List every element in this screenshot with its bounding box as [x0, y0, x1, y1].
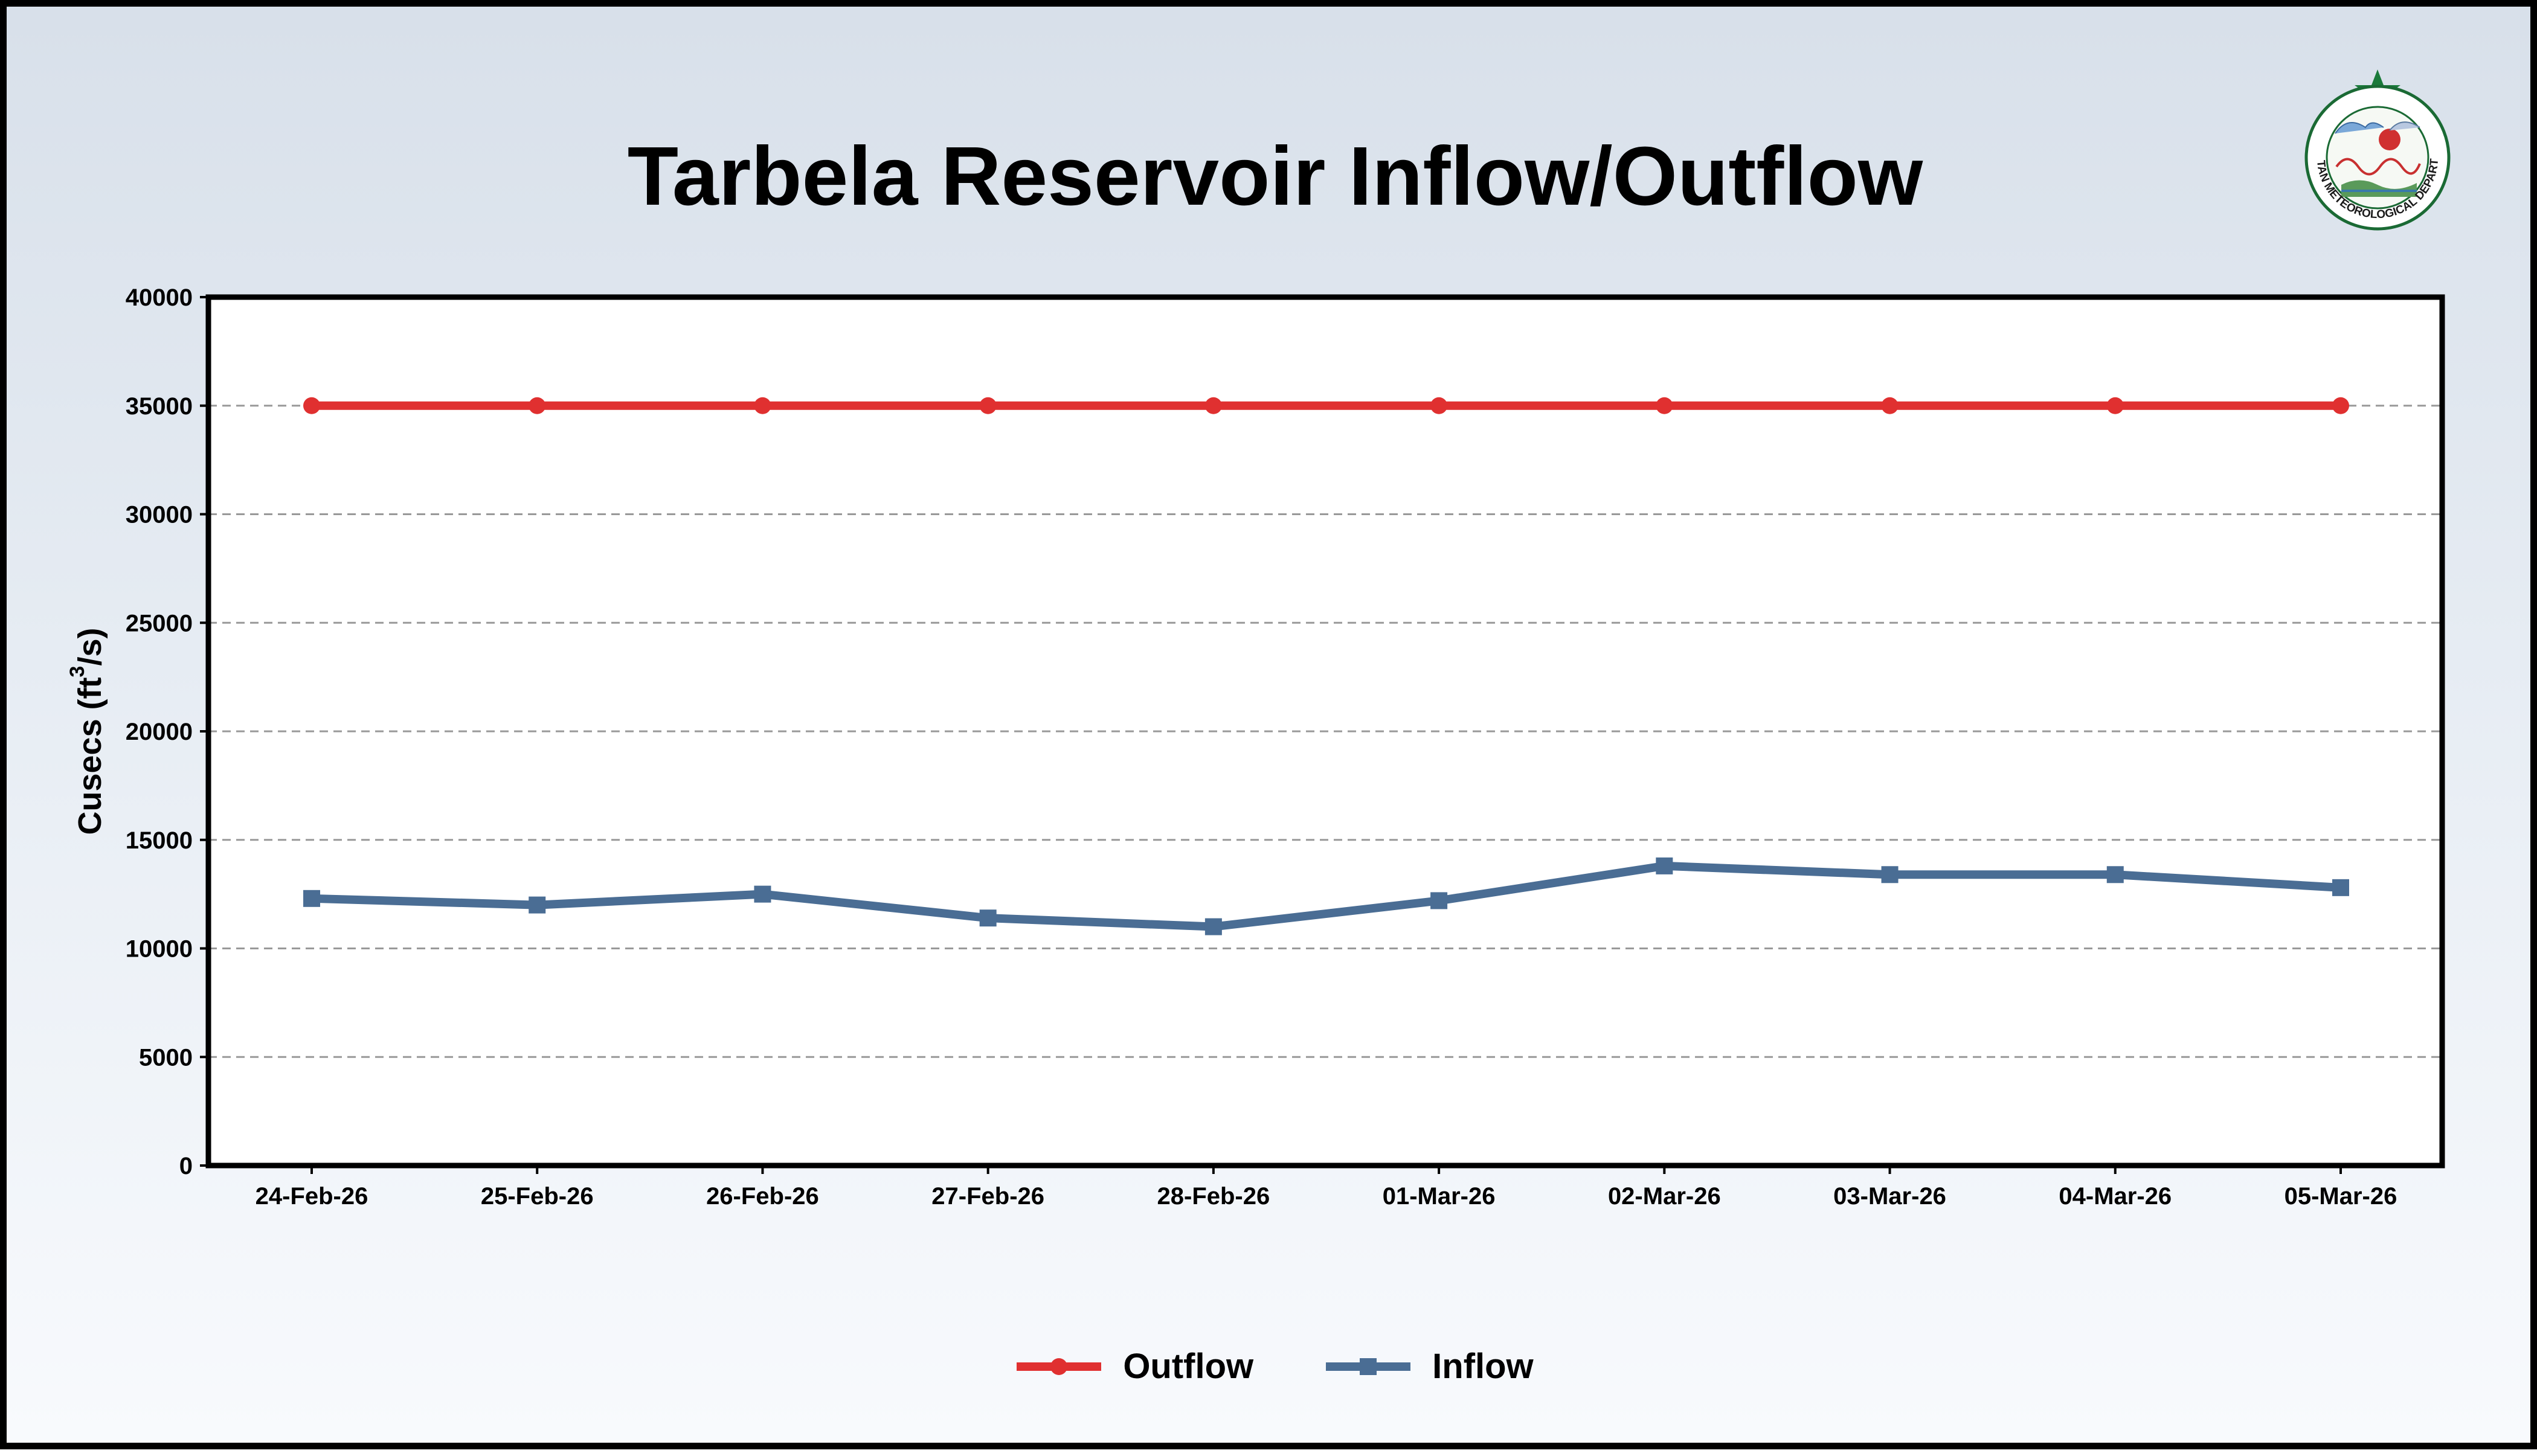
y-tick-label: 0 [179, 1153, 193, 1179]
y-tick-label: 5000 [139, 1044, 193, 1071]
data-point-outflow [1656, 397, 1673, 414]
data-point-outflow [529, 397, 546, 414]
series-lines [303, 397, 2349, 935]
x-tick-labels: 24-Feb-26 25-Feb-26 26-Feb-26 27-Feb-26 28-F… [256, 1166, 2397, 1210]
y-tick-label: 30000 [126, 502, 193, 528]
y-axis-label: Cusecs (ft3/s) [66, 627, 108, 835]
data-point-outflow [1204, 397, 1222, 414]
data-point-outflow [979, 397, 997, 414]
y-tick-label: 35000 [126, 393, 193, 420]
legend-label: Outflow [1123, 1347, 1254, 1386]
data-point-inflow [1204, 918, 1222, 935]
x-tick-label: 01-Mar-26 [1383, 1183, 1496, 1210]
x-tick-label: 04-Mar-26 [2059, 1183, 2172, 1210]
y-tick-label: 15000 [126, 827, 193, 854]
data-point-inflow [2332, 879, 2349, 896]
x-tick-label: 24-Feb-26 [256, 1183, 368, 1210]
chart-title: Tarbela Reservoir Inflow/Outflow [627, 130, 1923, 223]
data-point-inflow [1656, 857, 1673, 874]
data-point-inflow [1430, 892, 1448, 909]
data-point-outflow [754, 397, 771, 414]
data-point-outflow [2106, 397, 2124, 414]
x-tick-label: 26-Feb-26 [706, 1183, 819, 1210]
data-point-outflow [1430, 397, 1448, 414]
data-point-inflow [1881, 866, 1899, 884]
y-tick-label: 40000 [126, 284, 193, 311]
legend-item-outflow: Outflow [1017, 1346, 1253, 1387]
chart-plot: 0 5000 10000 15000 20000 25000 30000 35000 40000… [66, 284, 2445, 1210]
legend-swatch-inflow [1326, 1358, 1411, 1375]
y-tick-label: 25000 [126, 610, 193, 637]
data-point-outflow [2332, 397, 2349, 414]
legend-swatch-outflow [1017, 1358, 1102, 1375]
x-tick-label: 02-Mar-26 [1608, 1183, 1721, 1210]
legend-label: Inflow [1432, 1347, 1534, 1386]
x-tick-label: 25-Feb-26 [481, 1183, 594, 1210]
x-tick-label: 05-Mar-26 [2285, 1183, 2397, 1210]
data-point-inflow [754, 885, 771, 903]
x-tick-label: 03-Mar-26 [1833, 1183, 1946, 1210]
data-point-outflow [1881, 397, 1899, 414]
y-tick-label: 10000 [126, 936, 193, 963]
data-point-inflow [2106, 866, 2124, 884]
data-point-inflow [529, 896, 546, 914]
data-point-inflow [303, 890, 320, 907]
legend-item-inflow: Inflow [1326, 1346, 1534, 1387]
data-point-inflow [979, 909, 997, 927]
x-tick-label: 27-Feb-26 [931, 1183, 1044, 1210]
y-tick-label: 20000 [126, 719, 193, 745]
plot-border [205, 294, 2445, 1169]
x-tick-label: 28-Feb-26 [1157, 1183, 1270, 1210]
data-point-outflow [303, 397, 320, 414]
series-line-inflow [311, 861, 2341, 931]
pmd-logo-icon: PAKISTAN METEOROLOGICAL DEPARTMENT [2299, 67, 2451, 231]
y-tick-labels: 0 5000 10000 15000 20000 25000 30000 35000 40000 [126, 284, 193, 1179]
chart-legend: Outflow Inflow [7, 1346, 2537, 1387]
